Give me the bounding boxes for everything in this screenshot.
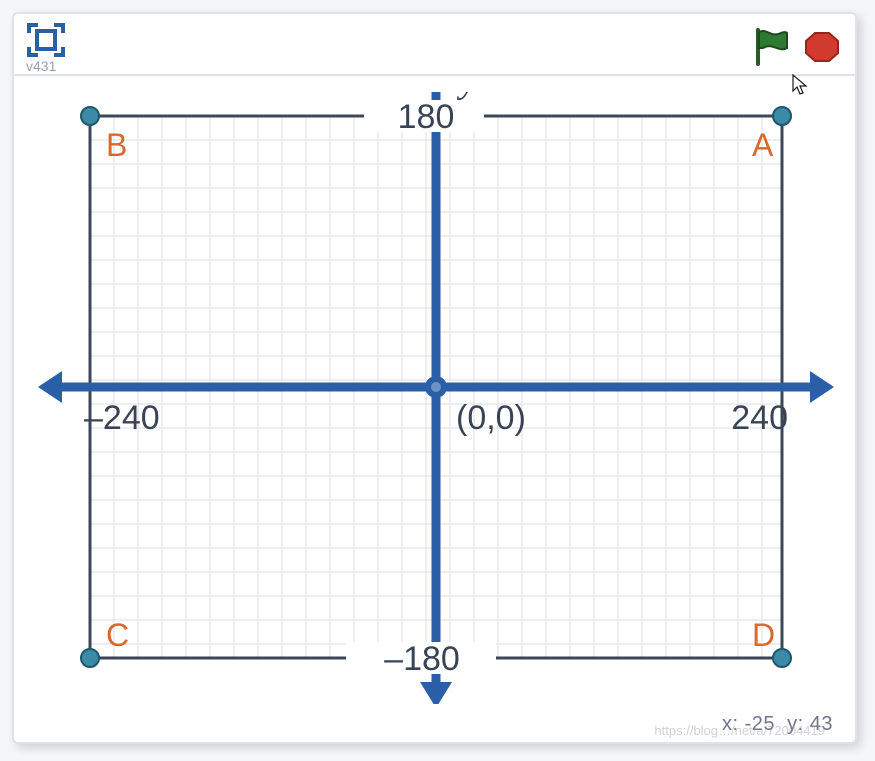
- green-flag-button[interactable]: [751, 26, 791, 66]
- corner-a-label: A: [752, 127, 774, 163]
- svg-text:(0,0): (0,0): [456, 399, 526, 437]
- status-y-label: y:: [787, 713, 804, 735]
- version-label: v431: [26, 58, 56, 74]
- corner-d-label: D: [752, 617, 775, 653]
- corner-d-marker: [773, 649, 791, 667]
- svg-text:–240: –240: [84, 399, 160, 437]
- svg-text:–180: –180: [384, 640, 460, 678]
- scratch-stage-window: v431 180–180–240240(0,0)xyABCD x: -25 y:…: [12, 12, 857, 744]
- corner-b-label: B: [106, 127, 127, 163]
- status-y-value: 43: [810, 713, 833, 735]
- coord-status: x: -25 y: 43: [722, 713, 833, 736]
- corner-c-marker: [81, 649, 99, 667]
- status-x-value: -25: [745, 713, 775, 735]
- svg-text:180: 180: [398, 98, 455, 136]
- svg-text:y: y: [456, 92, 477, 101]
- status-x-label: x:: [722, 713, 739, 735]
- svg-text:240: 240: [731, 399, 788, 437]
- corner-a-marker: [773, 107, 791, 125]
- stop-button[interactable]: [805, 32, 839, 62]
- fullscreen-icon: [27, 23, 65, 57]
- stop-icon: [805, 32, 839, 62]
- flag-icon: [751, 26, 791, 66]
- corner-c-label: C: [106, 617, 129, 653]
- corner-b-marker: [81, 107, 99, 125]
- fullscreen-button[interactable]: [24, 20, 68, 60]
- toolbar: v431: [14, 14, 855, 76]
- stage-area[interactable]: 180–180–240240(0,0)xyABCD: [30, 92, 842, 704]
